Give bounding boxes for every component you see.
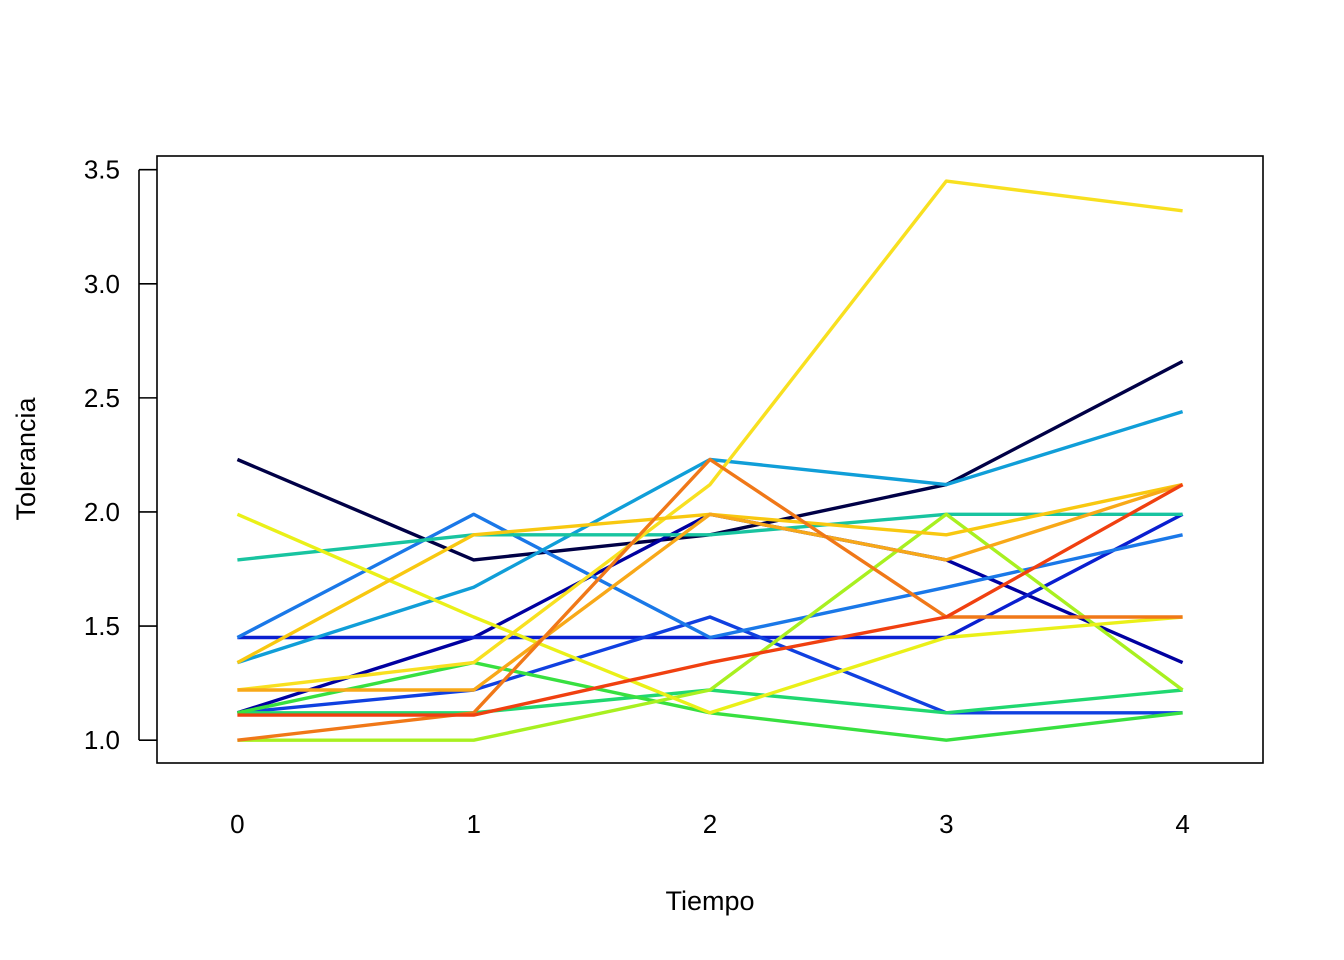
series-line-16 [237,483,1184,717]
series-line-6 [236,409,1184,665]
series-line-15 [237,457,1183,742]
y-axis: 1.0 1.5 2.0 2.5 3.0 3.5 [84,155,157,755]
series-line-14 [237,482,1184,692]
x-axis: 0 1 2 3 4 [230,809,1190,839]
series-line-12 [237,179,1183,692]
y-tick-label: 3.0 [84,269,120,299]
y-axis-title: Tolerancia [11,396,41,520]
x-tick-label: 3 [939,809,953,839]
x-tick-label: 1 [466,809,480,839]
series-line-11 [236,512,1183,715]
x-tick-label: 0 [230,809,244,839]
x-tick-label: 2 [703,809,717,839]
y-tick-label: 2.0 [84,497,120,527]
y-tick-label: 1.5 [84,611,120,641]
x-axis-title: Tiempo [665,886,754,916]
plot-frame [156,155,1264,764]
series-lines [236,179,1184,742]
series-line-4 [237,615,1183,715]
y-tick-label: 3.5 [84,155,120,185]
series-line-7 [237,512,1183,562]
x-tick-label: 4 [1175,809,1189,839]
series-line-8 [237,688,1183,715]
y-tick-label: 1.0 [84,725,120,755]
series-line-10 [237,512,1184,742]
series-line-5 [236,512,1183,640]
y-tick-label: 2.5 [84,383,120,413]
